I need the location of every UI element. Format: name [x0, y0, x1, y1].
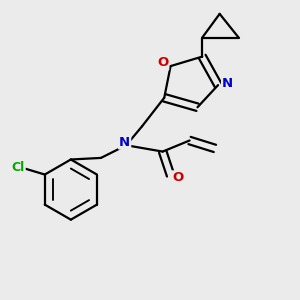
Text: N: N: [222, 77, 233, 90]
Text: O: O: [157, 56, 168, 69]
Text: N: N: [119, 136, 130, 148]
Text: O: O: [172, 171, 183, 184]
Text: Cl: Cl: [11, 160, 25, 173]
